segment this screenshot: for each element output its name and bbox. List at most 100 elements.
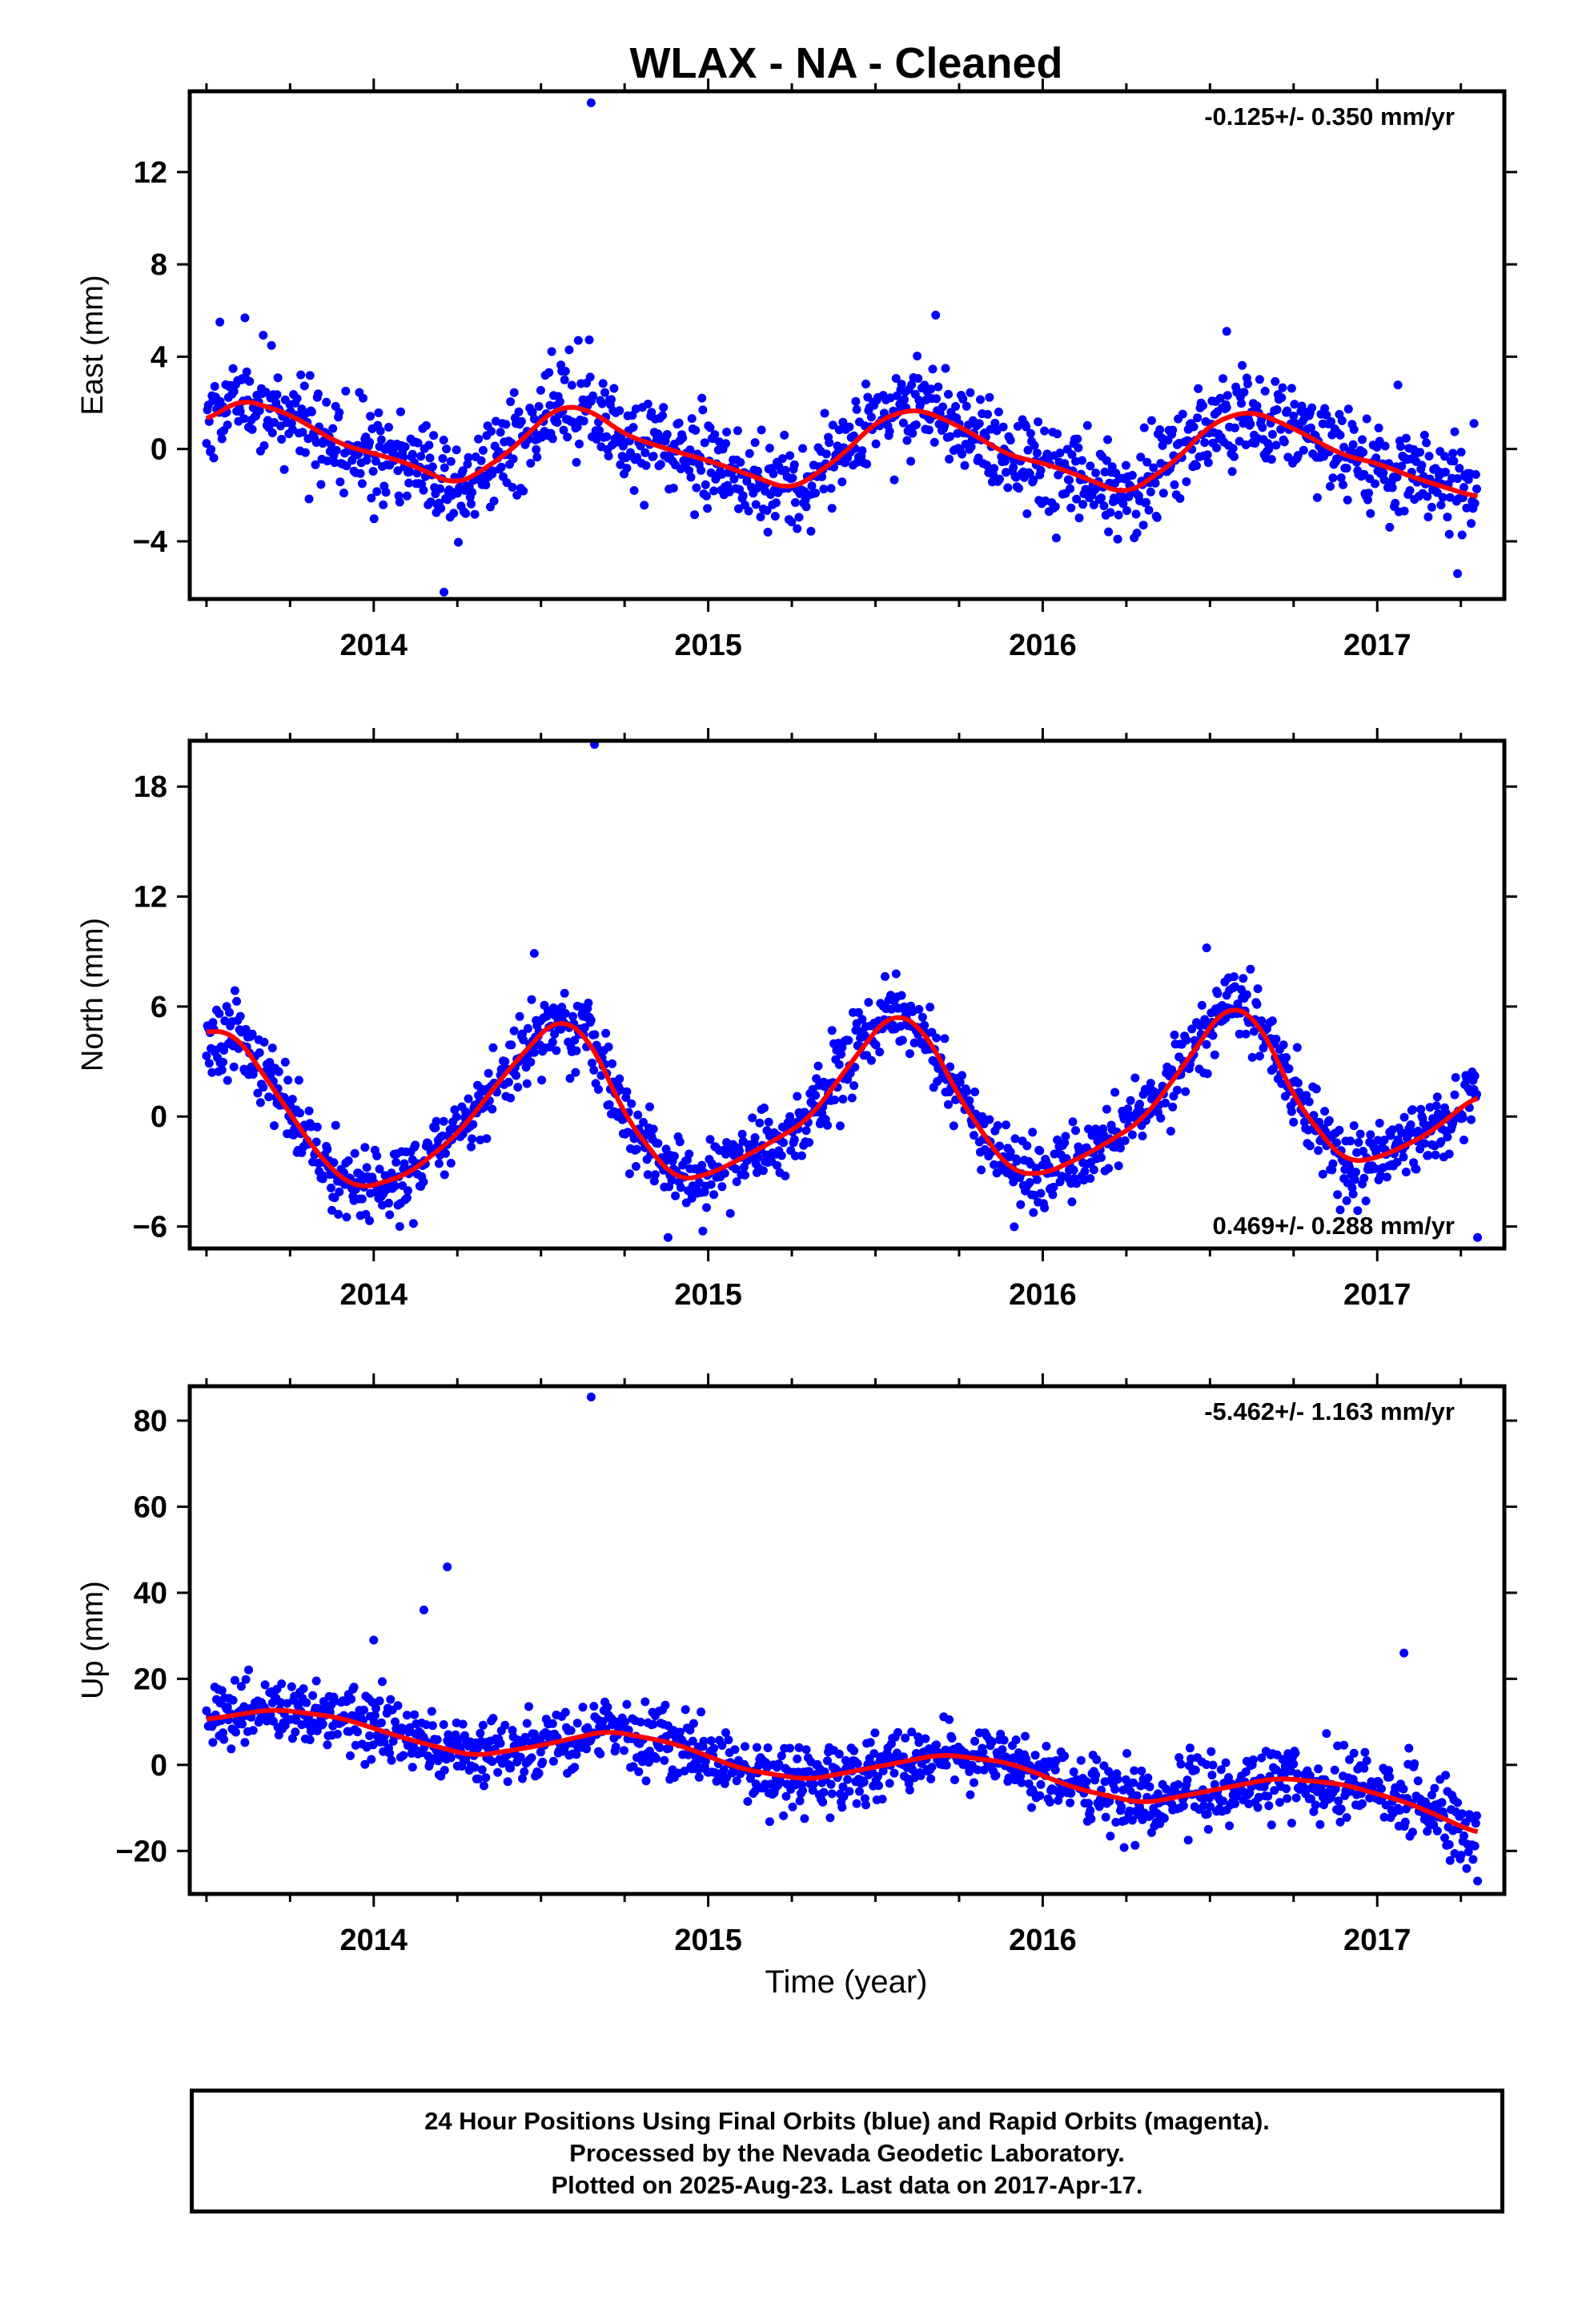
data-point (732, 1177, 741, 1187)
data-point (597, 399, 607, 408)
data-point (1470, 1841, 1480, 1851)
data-point (607, 395, 616, 404)
data-point (1022, 509, 1032, 518)
data-point (1182, 1775, 1192, 1785)
data-point (590, 1030, 600, 1039)
data-point (1027, 1803, 1036, 1812)
data-point (777, 454, 787, 464)
data-point (381, 488, 391, 497)
data-point (419, 485, 428, 495)
data-point (820, 408, 829, 418)
data-point (966, 1790, 975, 1799)
data-point (1293, 1078, 1303, 1088)
data-point (1324, 1116, 1334, 1125)
data-point (1311, 1084, 1321, 1094)
north-frame (187, 738, 1507, 1251)
data-point (1359, 448, 1368, 457)
data-point (516, 1752, 525, 1762)
data-point (1187, 1024, 1197, 1034)
data-point (547, 347, 556, 356)
data-point (548, 1719, 557, 1728)
data-point (1097, 1153, 1106, 1162)
data-point (589, 1702, 599, 1711)
data-point (1025, 1178, 1034, 1187)
up-plot-area (202, 1392, 1483, 1886)
data-point (1121, 460, 1130, 470)
data-point (440, 1170, 449, 1180)
data-point (1233, 1788, 1243, 1798)
data-point (1333, 1190, 1343, 1200)
data-point (508, 1726, 517, 1735)
data-point (1068, 1117, 1078, 1127)
data-point (1460, 1831, 1468, 1840)
data-point (450, 1105, 460, 1115)
data-point (365, 1216, 374, 1225)
data-point (512, 1071, 520, 1080)
data-point (385, 1210, 395, 1220)
data-point (572, 1750, 581, 1759)
data-point (1193, 413, 1203, 423)
data-point (478, 1720, 488, 1730)
data-point (763, 1743, 773, 1752)
data-point (914, 1004, 924, 1014)
data-point (1113, 1775, 1122, 1784)
data-point (368, 467, 378, 476)
y-tick-label: 0 (151, 433, 167, 467)
data-point (1194, 384, 1203, 393)
data-point (580, 1023, 589, 1032)
data-point (330, 458, 339, 468)
data-point (777, 1151, 786, 1160)
data-point (837, 477, 847, 487)
data-point (468, 1134, 477, 1144)
data-point (1152, 513, 1162, 522)
data-point (1469, 419, 1479, 428)
data-point (1239, 388, 1249, 397)
data-point (864, 998, 873, 1007)
data-point (934, 382, 943, 392)
data-point (572, 422, 582, 432)
data-point (208, 1018, 218, 1027)
data-point (628, 411, 637, 420)
data-point (259, 1083, 268, 1092)
data-point (1456, 448, 1466, 457)
data-point (1138, 1132, 1147, 1140)
data-point (640, 448, 650, 457)
data-point (620, 1746, 628, 1755)
data-point (1252, 999, 1262, 1009)
data-point (724, 1735, 733, 1745)
data-point (429, 431, 439, 440)
outlier-point (1473, 1876, 1483, 1886)
data-point (1178, 1801, 1188, 1811)
data-point (1066, 484, 1075, 493)
data-point (595, 426, 604, 435)
data-point (656, 460, 665, 469)
data-point (259, 331, 268, 340)
data-point (706, 1736, 716, 1746)
data-point (400, 1159, 409, 1168)
data-point (902, 436, 912, 445)
data-point (609, 384, 619, 393)
data-point (689, 1719, 698, 1728)
data-point (1146, 1079, 1155, 1088)
data-point (506, 397, 516, 407)
data-point (1335, 1205, 1345, 1215)
data-point (1050, 502, 1060, 512)
data-point (1448, 448, 1458, 458)
data-point (926, 384, 936, 394)
data-point (839, 1791, 849, 1801)
data-point (1460, 1136, 1468, 1144)
data-point (773, 1160, 781, 1170)
data-point (719, 1765, 729, 1775)
data-point (1299, 445, 1308, 455)
data-point (806, 526, 816, 536)
data-point (639, 1117, 648, 1127)
data-point (391, 1181, 400, 1191)
data-point (481, 480, 491, 490)
data-point (1200, 438, 1210, 448)
data-point (1417, 460, 1427, 470)
data-point (1084, 1124, 1093, 1134)
data-point (334, 1209, 343, 1219)
data-point (1443, 513, 1452, 522)
data-point (1040, 1203, 1050, 1212)
data-point (1021, 1731, 1030, 1741)
